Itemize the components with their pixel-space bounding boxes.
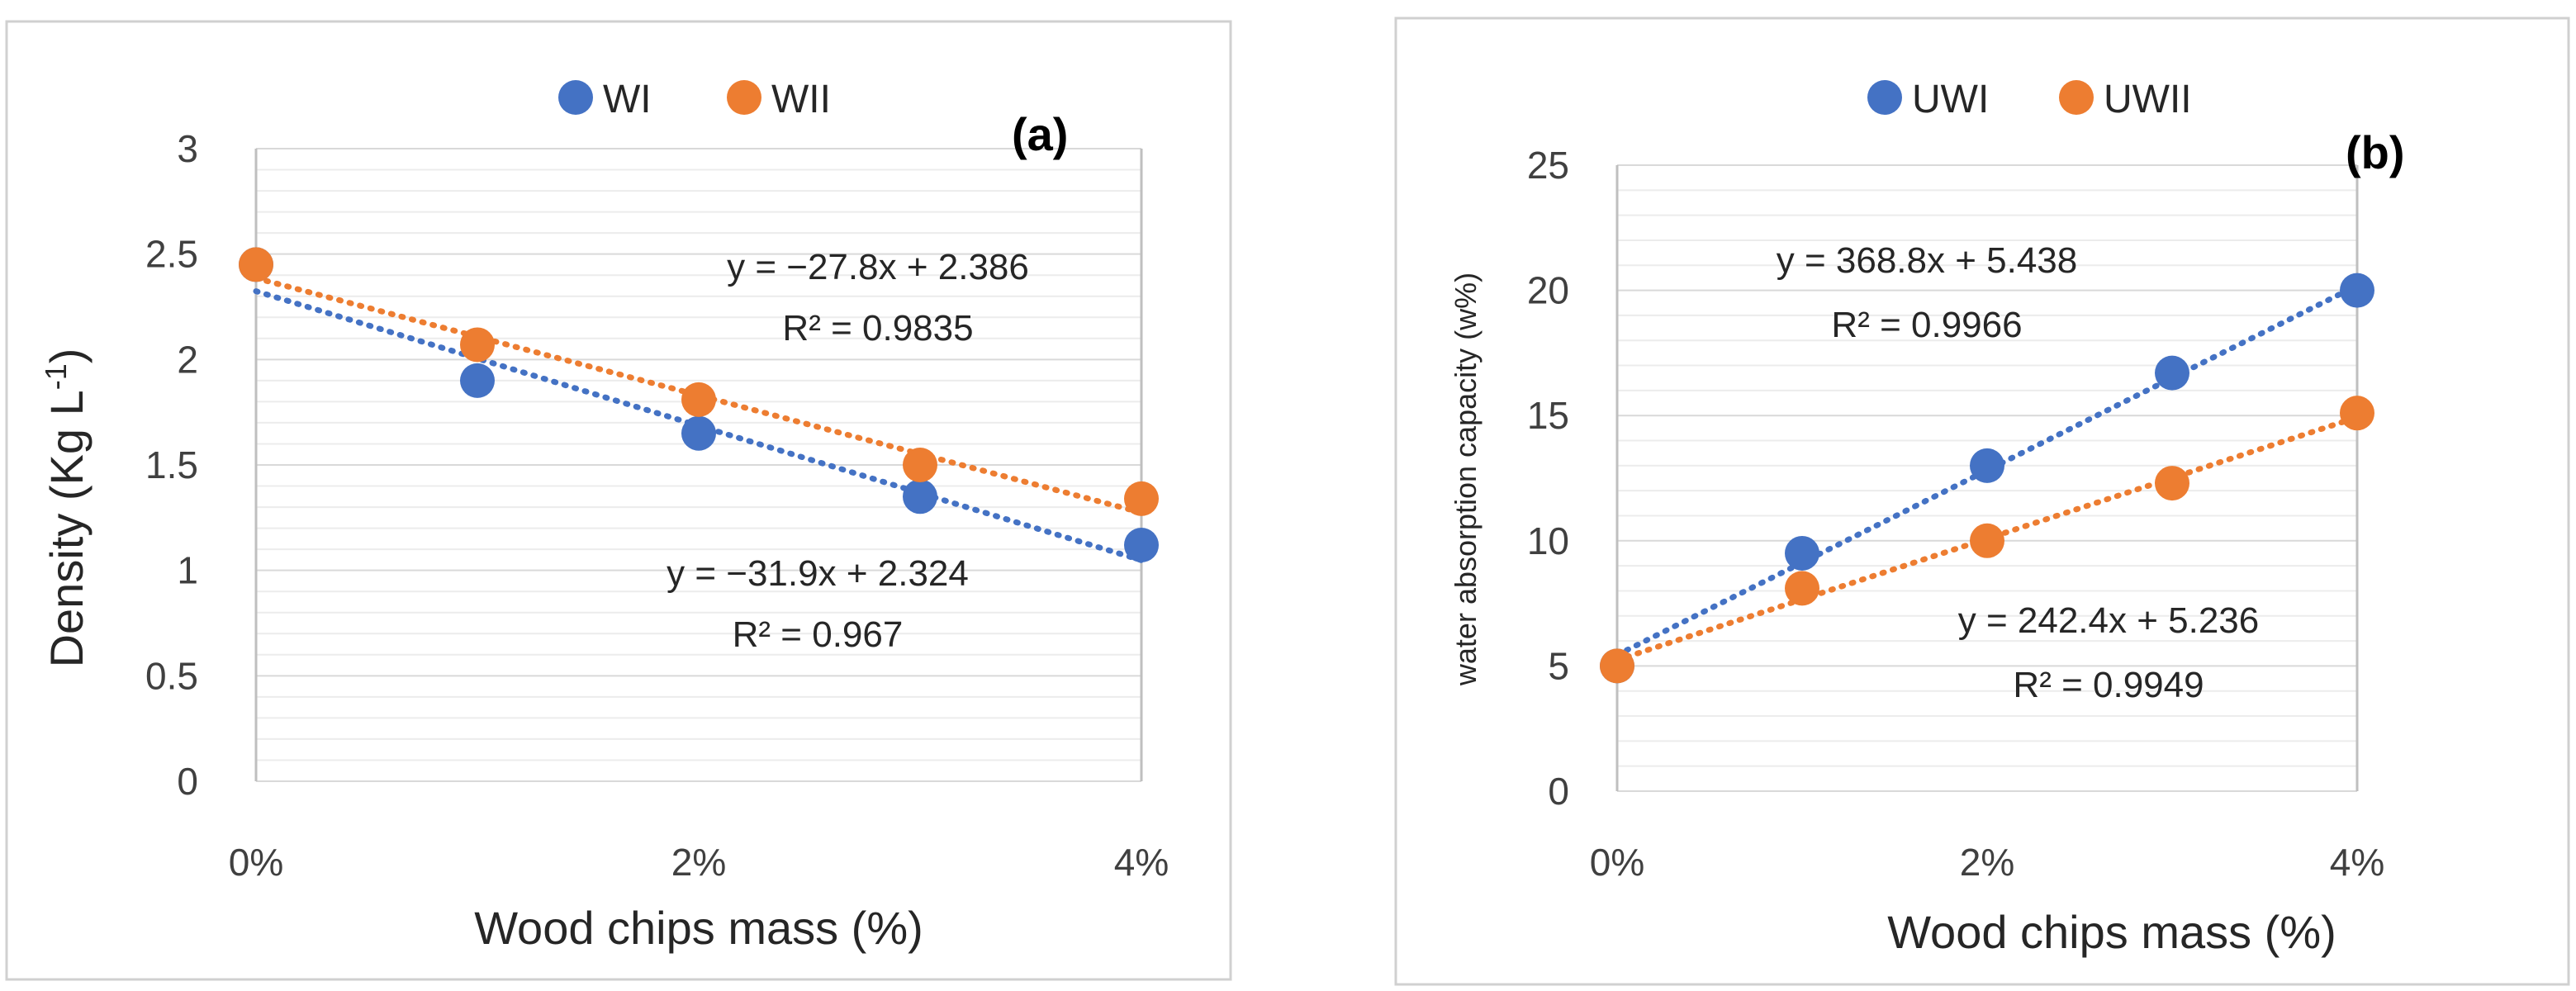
- legend-marker-wii: [727, 80, 761, 115]
- legend-marker-uwi: [1867, 80, 1902, 115]
- legend-label-wi: WI: [603, 78, 652, 121]
- data-point-uwii: [2155, 466, 2189, 501]
- equation-wi: y = −31.9x + 2.324: [667, 553, 969, 594]
- data-point-wii: [903, 448, 937, 482]
- legend-label-uwi: UWI: [1912, 78, 1989, 121]
- data-point-uwi: [2340, 273, 2374, 308]
- x-tick-label: 4%: [2330, 841, 2384, 884]
- x-tick-labels: 0% 2% 4%: [229, 841, 1169, 884]
- y-tick-label: 1: [177, 549, 198, 592]
- y-tick-label: 15: [1527, 394, 1569, 437]
- data-point-wii: [1124, 481, 1159, 516]
- y-tick-labels: 0 5 10 15 20 25: [1527, 144, 1569, 813]
- data-point-wi: [681, 415, 716, 451]
- legend-marker-wi: [558, 80, 593, 115]
- legend-label-wii: WII: [771, 78, 831, 121]
- x-tick-label: 4%: [1114, 841, 1169, 884]
- equation-wii: y = −27.8x + 2.386: [727, 247, 1029, 287]
- r2-wi: R² = 0.967: [733, 614, 904, 655]
- y-axis-title: Density (Kg L-1): [39, 349, 93, 668]
- equation-uwii: y = 242.4x + 5.236: [1958, 600, 2260, 641]
- x-tick-label: 0%: [1590, 841, 1644, 884]
- trendline-wii: [253, 275, 1145, 516]
- data-point-uwi: [1970, 448, 2004, 483]
- r2-uwi: R² = 0.9966: [1831, 305, 2022, 345]
- y-tick-label: 25: [1527, 144, 1569, 187]
- x-tick-labels: 0% 2% 4%: [1590, 841, 2384, 884]
- data-point-uwii: [2340, 396, 2374, 431]
- x-axis-title: Wood chips mass (%): [474, 902, 923, 954]
- y-tick-label: 0.5: [145, 654, 198, 697]
- data-point-wi: [1124, 528, 1159, 563]
- y-tick-label: 20: [1527, 269, 1569, 312]
- x-axis-title: Wood chips mass (%): [1887, 906, 2336, 958]
- r2-uwii: R² = 0.9949: [2013, 665, 2204, 705]
- y-tick-label: 1.5: [145, 443, 198, 486]
- x-tick-label: 2%: [1960, 841, 2014, 884]
- data-point-uwi: [1785, 535, 1819, 571]
- panel-label: (b): [2346, 126, 2405, 178]
- x-tick-label: 2%: [671, 841, 726, 884]
- data-point-wii: [681, 382, 716, 417]
- legend-label-uwii: UWII: [2104, 78, 2192, 121]
- x-tick-label: 0%: [229, 841, 283, 884]
- trendline-uwi: [1614, 282, 2360, 658]
- equation-uwi: y = 368.8x + 5.438: [1777, 240, 2078, 281]
- chart-frame: [1394, 17, 2570, 986]
- data-point-uwi: [2155, 355, 2189, 391]
- y-tick-label: 0: [1548, 770, 1569, 813]
- data-point-uwii: [1785, 571, 1819, 606]
- y-axis-title: water absorption capacity (w%): [1449, 273, 1483, 686]
- data-points: [1600, 273, 2374, 684]
- y-tick-label: 10: [1527, 519, 1569, 562]
- data-point-wii: [239, 247, 273, 282]
- r2-wii: R² = 0.9835: [782, 308, 973, 349]
- legend: WI WII: [558, 78, 831, 121]
- y-tick-labels: 0 0.5 1 1.5 2 2.5 3: [145, 127, 198, 803]
- data-point-uwii: [1970, 523, 2004, 558]
- data-point-uwii: [1600, 648, 1634, 684]
- chart-frame: [5, 20, 1232, 981]
- y-tick-label: 3: [177, 127, 198, 170]
- data-points: [239, 247, 1159, 563]
- legend: UWI UWII: [1867, 78, 2192, 121]
- data-point-wii: [460, 327, 495, 363]
- legend-marker-uwii: [2059, 80, 2094, 115]
- y-tick-label: 0: [177, 760, 198, 803]
- data-point-wi: [903, 479, 937, 514]
- y-tick-label: 5: [1548, 644, 1569, 687]
- y-tick-label: 2.5: [145, 233, 198, 276]
- data-point-wi: [460, 363, 495, 398]
- panel-label: (a): [1012, 108, 1068, 160]
- y-tick-label: 2: [177, 338, 198, 381]
